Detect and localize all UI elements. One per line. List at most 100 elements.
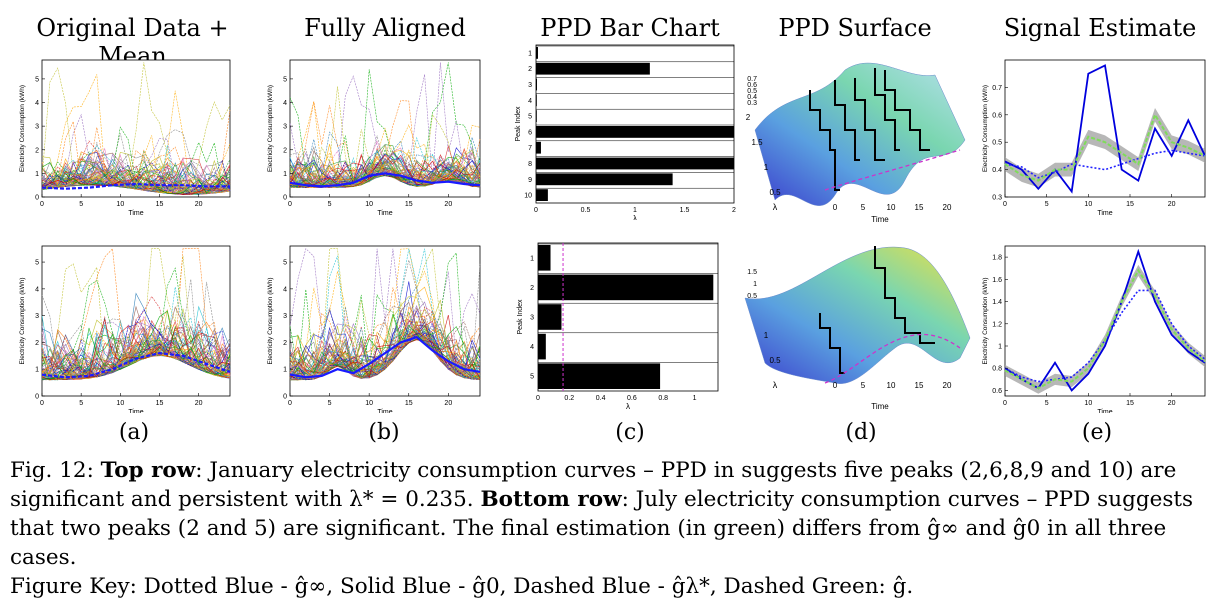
lambda-star-curve [824,333,961,384]
data-curve [41,335,231,380]
panel-c-bottom: 1 2 3 4 5 0 0.2 0.4 0.6 0.8 1 λ Peak Index [517,242,719,411]
y-tick-label: 5 [530,374,534,381]
panel-b-top: 0 5 10 15 20 0 1 2 3 4 5 Time Electricity Consumptio… [267,59,481,215]
title-signal-estimate: Signal Estimate [1003,14,1197,42]
data-curve [41,346,231,380]
y-tick-label: 0 [283,394,287,401]
caption-bottom-row: Bottom row [480,487,622,512]
bar-peak-2 [536,62,650,75]
sublabel-d: (d) [845,420,877,445]
data-curve [41,176,231,194]
x-tick-label: 1 [633,207,637,214]
x-tick-label: 5 [328,400,332,407]
x-tick-label: 0 [288,400,292,407]
x-tick-label: 0.6 [627,395,637,402]
x-axis-label: Time [871,402,889,411]
y-tick-label: 0 [35,195,39,202]
x-tick-label: 0.2 [564,395,574,402]
bar-peak-9 [536,173,673,186]
x-tick-label: 15 [156,400,164,407]
x-tick-label: 15 [156,201,164,208]
y-axis-label: Electricity Consumption (kWh) [267,85,274,172]
series-line-0 [289,335,481,379]
y-axis-label: Electricity Consumption (kWh) [19,277,26,364]
ppd-surface [754,62,966,206]
x-tick-label: 10 [887,381,896,390]
persistence-path-4 [884,70,930,151]
bar-peak-10 [536,189,548,201]
bar-peak-8 [536,157,734,170]
bar-peak-3 [536,78,537,91]
data-curve [289,338,481,380]
y-tick-label: 1 [998,344,1002,351]
caption-prefix: Fig. 12: [10,458,101,483]
y-tick-label: 3 [35,313,39,320]
bar-peak-2 [538,274,714,301]
x-tick-label: 2 [732,207,736,214]
data-curve [289,140,481,188]
data-curve [41,74,231,194]
data-curve [289,170,481,187]
x-axis-label: Time [1097,210,1112,215]
bar-peak-4 [536,94,537,107]
data-curve [41,310,231,380]
surface-area [754,62,966,206]
data-curve [41,308,231,381]
y-tick-label: 1.6 [992,277,1002,284]
y-tick-label: 9 [528,177,532,184]
x-axis-label: Time [128,210,143,215]
y-tick-label: 8 [528,161,532,168]
ppd-surface [744,246,971,384]
x-tick-label: 10 [365,400,373,407]
x-axis-label: λ [633,214,637,220]
caption-top-row: Top row [100,458,196,483]
x-tick-label: 20 [1168,400,1176,407]
y-tick-label: 1.4 [992,299,1002,306]
title-fully-aligned: Fully Aligned [304,14,466,42]
bar-plot-area [535,44,735,204]
y-tick-label: 5 [283,76,287,83]
x-tick-label: 20 [195,400,203,407]
x-tick-label: 5 [79,400,83,407]
y-tick-label: 2 [283,340,287,347]
y-tick-label: 0.4 [992,167,1002,174]
y-tick-label: 3 [283,124,287,131]
x-tick-label: 5 [861,203,866,212]
persistence-path-1 [819,313,845,374]
plot-area [41,245,231,397]
y-tick-label: 1 [764,163,769,172]
y-axis-label: Electricity Consumption (kWh) [982,277,989,364]
curve-bundle [41,248,231,381]
panel-d-bottom: 0 5 10 15 20 Time 0.5 1 λ 0.5 1 1.5 [744,246,971,411]
z-tick-label: 0.3 [747,100,757,107]
x-tick-label: 10 [1084,201,1092,208]
x-tick-label: 15 [405,201,413,208]
z-tick-label: 1.5 [747,269,757,276]
x-tick-label: 15 [915,203,924,212]
x-tick-label: 1 [693,395,697,402]
x-tick-label: 5 [1045,400,1049,407]
data-curve [289,332,481,381]
x-tick-label: 5 [861,381,866,390]
data-curve [289,160,481,188]
panel-c-top: 1 2 3 4 5 6 7 8 9 100 0.5 1 1.5 2 λ Peak Index [515,44,736,220]
y-axis-label: λ [773,380,778,390]
data-curve [289,136,481,188]
bar-peak-4 [538,333,546,360]
z-tick-label: 0.5 [747,88,757,95]
data-curve [289,252,481,379]
panel-a-top: 0 5 10 15 20 0 1 2 3 4 5 Time Electricity Consumptio… [19,59,231,215]
estimate-band [1005,107,1205,188]
y-axis-label: Electricity Consumption (kWh) [19,85,26,172]
sublabel-a: (a) [118,420,150,445]
x-axis-label: Time [377,210,392,215]
y-tick-label: 1.2 [992,321,1002,328]
y-axis-label: Peak Index [515,106,522,142]
y-tick-label: 2 [283,147,287,154]
series-line-0 [41,182,230,190]
panel-b-bottom: 0 5 10 15 20 0 1 2 3 4 5 Time Electricity Consumptio… [267,245,481,413]
x-tick-label: 5 [1045,201,1049,208]
y-tick-label: 1 [35,367,39,374]
x-axis-label: λ [626,402,630,411]
